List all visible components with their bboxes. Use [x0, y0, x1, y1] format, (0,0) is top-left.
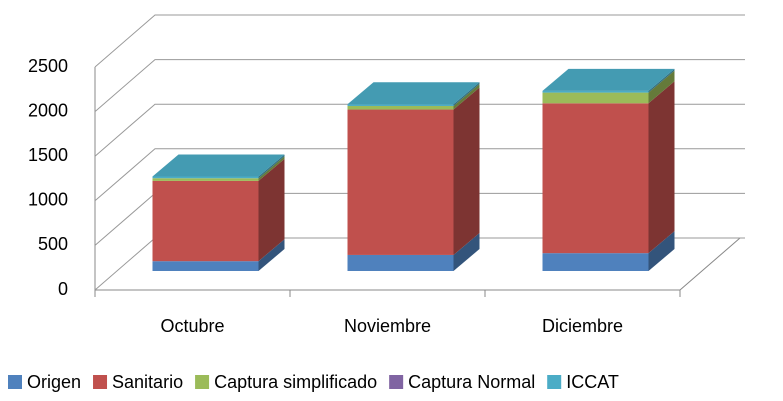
floor-edge	[679, 237, 741, 291]
y-tick-label: 2500	[28, 56, 68, 76]
legend-label: Origen	[27, 372, 81, 392]
bar-top	[347, 82, 480, 105]
bar	[542, 103, 649, 254]
bar	[347, 104, 454, 106]
bar-side	[453, 87, 480, 255]
bar-side	[648, 81, 675, 254]
bar-side	[258, 239, 285, 271]
x-tick-label: Octubre	[160, 316, 224, 336]
legend-label: Captura simplificado	[214, 372, 377, 392]
bar	[152, 176, 259, 179]
x-tick-label: Diciembre	[542, 316, 623, 336]
bar	[152, 178, 259, 181]
bar-top	[542, 68, 675, 91]
legend-swatch	[8, 375, 22, 389]
bar	[152, 180, 259, 262]
y-tick-label: 0	[58, 279, 68, 299]
grid-line	[94, 59, 745, 112]
legend-label: Sanitario	[112, 372, 183, 392]
legend-swatch	[547, 375, 562, 389]
bar-side	[648, 70, 675, 104]
bar	[347, 109, 454, 255]
x-tick-label: Noviembre	[344, 316, 431, 336]
legend-label: ICCAT	[566, 372, 619, 392]
bar-side	[258, 154, 285, 179]
bar-side	[453, 232, 480, 271]
legend-swatch	[389, 375, 404, 389]
bar-side	[648, 68, 675, 93]
legend-swatch	[93, 375, 108, 389]
y-tick-label: 1000	[28, 190, 68, 210]
legend-label: Captura Normal	[408, 372, 535, 392]
bar-top	[152, 154, 285, 177]
legend-swatch	[195, 375, 210, 389]
y-tick-label: 1500	[28, 145, 68, 165]
grid-line	[94, 14, 745, 68]
bar-side	[453, 83, 480, 110]
bar	[542, 90, 649, 93]
bar	[347, 105, 454, 110]
bar-side	[258, 158, 285, 262]
bar	[347, 254, 454, 271]
bar	[152, 261, 259, 271]
y-tick-label: 500	[38, 234, 68, 254]
bar	[542, 92, 649, 104]
bar-side	[648, 231, 675, 271]
y-tick-label: 2000	[28, 100, 68, 120]
bar-side	[453, 82, 480, 106]
bar-side	[258, 156, 285, 181]
bar	[542, 253, 649, 271]
